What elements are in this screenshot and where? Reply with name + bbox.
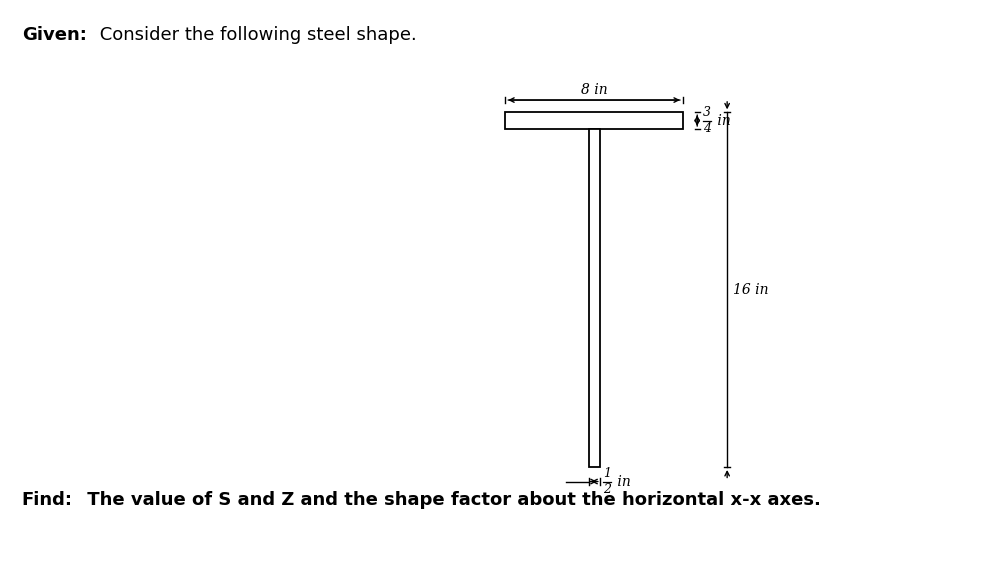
Text: 2: 2 bbox=[603, 483, 611, 496]
Text: Given:: Given: bbox=[22, 26, 87, 44]
Bar bbox=[589, 129, 599, 467]
Text: Find:: Find: bbox=[22, 491, 73, 509]
Text: in: in bbox=[713, 114, 731, 128]
Text: in: in bbox=[613, 474, 631, 488]
Text: 1: 1 bbox=[603, 467, 611, 480]
Text: The value of S and Z and the shape factor about the horizontal x-x axes.: The value of S and Z and the shape facto… bbox=[81, 491, 820, 509]
Text: 4: 4 bbox=[703, 122, 711, 135]
Text: 3: 3 bbox=[703, 106, 711, 119]
Bar bbox=[506, 112, 682, 129]
Text: 16 in: 16 in bbox=[733, 283, 768, 296]
Text: 8 in: 8 in bbox=[581, 83, 607, 97]
Text: Consider the following steel shape.: Consider the following steel shape. bbox=[94, 26, 416, 44]
